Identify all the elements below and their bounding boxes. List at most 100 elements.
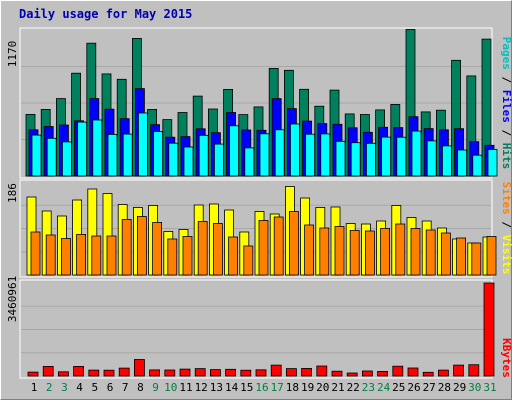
hits-bar-pages-day-14	[229, 125, 240, 177]
hits-bar-pages-day-27	[426, 140, 437, 177]
day-label-23: 23	[362, 381, 375, 394]
visits-bar-sites-day-12	[197, 221, 208, 276]
kbytes-bar-kbytes-day-9	[149, 369, 161, 377]
day-label-19: 19	[301, 381, 314, 394]
legend-separator: /	[500, 70, 512, 90]
day-axis-labels: 1 2 3 4 5 6 7 8 9 10 11 12 13 14 15 16 17 18 19 20 21 22 23 24 2…	[31, 381, 497, 394]
hits-bar-pages-day-22	[350, 142, 361, 177]
kbytes-bar-kbytes-day-29	[453, 364, 465, 377]
day-label-8: 8	[137, 381, 144, 394]
day-label-12: 12	[195, 381, 208, 394]
kbytes-bar-kbytes-day-3	[58, 371, 69, 377]
hits-bar-pages-day-3	[62, 141, 72, 177]
visits-bar-sites-day-6	[106, 235, 117, 276]
hits-bar-pages-day-28	[441, 145, 452, 177]
day-label-31: 31	[483, 381, 496, 394]
visits-bar-sites-day-15	[243, 245, 254, 276]
kbytes-bar-kbytes-day-10	[164, 369, 176, 377]
hits-files-pages-bars	[25, 29, 498, 177]
hits-bar-pages-day-31	[487, 149, 498, 177]
kbytes-bar-kbytes-day-15	[240, 369, 252, 377]
hits-bar-pages-day-10	[168, 142, 179, 177]
day-label-2: 2	[46, 381, 53, 394]
kbytes-bar-kbytes-day-8	[133, 359, 145, 377]
visits-bar-sites-day-27	[425, 229, 436, 276]
legend-visits: Visits	[500, 235, 512, 275]
day-label-4: 4	[76, 381, 83, 394]
chart-title: Daily usage for May 2015	[19, 7, 193, 21]
day-label-30: 30	[468, 381, 481, 394]
kbytes-bar-kbytes-day-31	[483, 282, 495, 377]
day-label-9: 9	[152, 381, 159, 394]
hits-bar-pages-day-20	[320, 133, 331, 177]
hits-bar-pages-day-5	[92, 119, 103, 177]
hits-bar-pages-day-7	[122, 133, 133, 177]
kbytes-bar-kbytes-day-17	[270, 364, 282, 377]
day-label-5: 5	[91, 381, 98, 394]
day-label-28: 28	[438, 381, 451, 394]
visits-bar-sites-day-22	[349, 230, 360, 276]
kbytes-bar-kbytes-day-25	[392, 365, 404, 377]
visits-bar-sites-day-16	[258, 220, 269, 276]
hits-bar-pages-day-9	[153, 131, 164, 177]
hits-bar-pages-day-6	[107, 133, 118, 177]
kbytes-bar-kbytes-day-20	[316, 365, 328, 377]
kbytes-bar-kbytes-day-26	[407, 367, 419, 377]
kbytes-bar-kbytes-day-7	[118, 367, 130, 377]
day-label-14: 14	[225, 381, 239, 394]
day-label-1: 1	[31, 381, 38, 394]
day-label-3: 3	[61, 381, 68, 394]
legend2-text: Sites / Visits	[500, 182, 512, 275]
visits-bar-sites-day-11	[182, 236, 193, 276]
legend-hits: Hits	[500, 143, 512, 170]
hits-bar-pages-day-4	[77, 121, 87, 177]
kbytes-bar-kbytes-day-22	[346, 372, 358, 377]
hits-bar-pages-day-16	[259, 133, 270, 177]
kbytes-bar-kbytes-day-18	[285, 368, 297, 377]
visits-bar-sites-day-9	[152, 222, 163, 276]
legend-sites: Sites	[500, 182, 512, 215]
hits-bar-pages-day-18	[289, 123, 300, 177]
day-label-6: 6	[107, 381, 114, 394]
visits-bar-sites-day-30	[471, 242, 482, 276]
visits-bar-sites-day-14	[228, 236, 239, 276]
day-label-10: 10	[164, 381, 177, 394]
visits-bar-sites-day-25	[395, 223, 406, 276]
legend-separator: /	[500, 215, 512, 235]
day-label-13: 13	[210, 381, 223, 394]
day-label-26: 26	[407, 381, 420, 394]
kbytes-bar-kbytes-day-28	[437, 369, 449, 377]
hits-ymax-label: 1170	[6, 41, 19, 68]
visits-bar-sites-day-7	[121, 219, 132, 276]
visits-bar-sites-day-8	[136, 216, 147, 276]
kbytes-bar-kbytes-day-16	[255, 369, 267, 377]
hits-bar-pages-day-19	[305, 133, 316, 177]
kbytes-bar-kbytes-day-24	[377, 370, 389, 377]
day-label-25: 25	[392, 381, 405, 394]
hits-bar-pages-day-23	[365, 142, 376, 177]
visits-bar-sites-day-17	[273, 216, 284, 276]
kbytes-bar-kbytes-day-30	[468, 364, 480, 377]
kbytes-bar-kbytes-day-23	[361, 370, 373, 377]
hits-bar-pages-day-24	[381, 136, 392, 177]
hits-legend: Pages / Files / Hits	[500, 37, 512, 170]
visits-sites-bars	[26, 186, 497, 276]
day-label-17: 17	[271, 381, 284, 394]
legend-pages: Pages	[500, 37, 512, 70]
visits-bar-sites-day-3	[61, 238, 71, 276]
day-label-22: 22	[347, 381, 360, 394]
hits-bar-pages-day-8	[137, 112, 148, 177]
hits-bar-pages-day-21	[335, 140, 346, 177]
legend1-text: Pages / Files / Hits	[500, 37, 512, 170]
visits-bar-sites-day-26	[410, 228, 421, 276]
hits-bar-pages-day-26	[411, 130, 422, 177]
hits-bar-pages-day-1	[31, 134, 42, 177]
visits-bar-sites-day-21	[334, 226, 345, 276]
visits-bar-sites-day-31	[486, 236, 497, 276]
visits-bar-sites-day-28	[440, 232, 451, 276]
day-label-16: 16	[255, 381, 268, 394]
visits-bar-sites-day-18	[288, 211, 299, 276]
kbytes-bar-kbytes-day-14	[225, 368, 237, 377]
kbytes-bar-kbytes-day-12	[194, 368, 206, 377]
kbytes-bar-kbytes-day-2	[42, 365, 54, 377]
